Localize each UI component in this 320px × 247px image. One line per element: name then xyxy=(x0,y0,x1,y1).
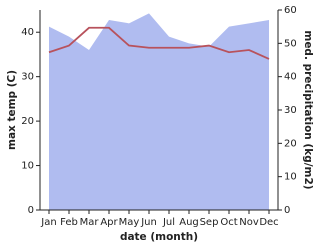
x-tick-label: Mar xyxy=(80,217,100,228)
y2-tick-label: 10 xyxy=(284,172,297,183)
y-tick-label: 20 xyxy=(21,116,34,127)
y2-tick-label: 50 xyxy=(284,38,297,49)
x-tick-label: Sep xyxy=(200,217,219,228)
x-tick-label: Jan xyxy=(40,217,56,228)
x-axis-title: date (month) xyxy=(120,231,198,243)
y-axis-title: max temp (C) xyxy=(6,70,18,150)
x-tick-label: Apr xyxy=(100,217,118,228)
y2-tick-label: 0 xyxy=(284,205,290,216)
x-tick-label: Oct xyxy=(220,217,237,228)
y-tick-label: 40 xyxy=(21,27,34,38)
x-tick-label: Feb xyxy=(60,217,78,228)
y2-tick-label: 60 xyxy=(284,5,297,16)
y2-tick-label: 40 xyxy=(284,72,297,83)
x-tick-label: Jul xyxy=(162,217,175,228)
y2-axis-title: med. precipitation (kg/m2) xyxy=(302,30,314,189)
x-tick-label: Dec xyxy=(259,217,278,228)
y2-tick-label: 30 xyxy=(284,105,297,116)
precipitation-area xyxy=(49,13,269,211)
y-tick-label: 0 xyxy=(28,205,34,216)
y-tick-label: 10 xyxy=(21,161,34,172)
y-tick-label: 30 xyxy=(21,72,34,83)
temp-line xyxy=(48,26,270,60)
y2-tick-label: 20 xyxy=(284,138,297,149)
x-tick-label: May xyxy=(119,217,140,228)
x-tick-label: Jun xyxy=(140,217,157,228)
x-tick-label: Aug xyxy=(179,217,199,228)
x-tick-label: Nov xyxy=(239,217,259,228)
